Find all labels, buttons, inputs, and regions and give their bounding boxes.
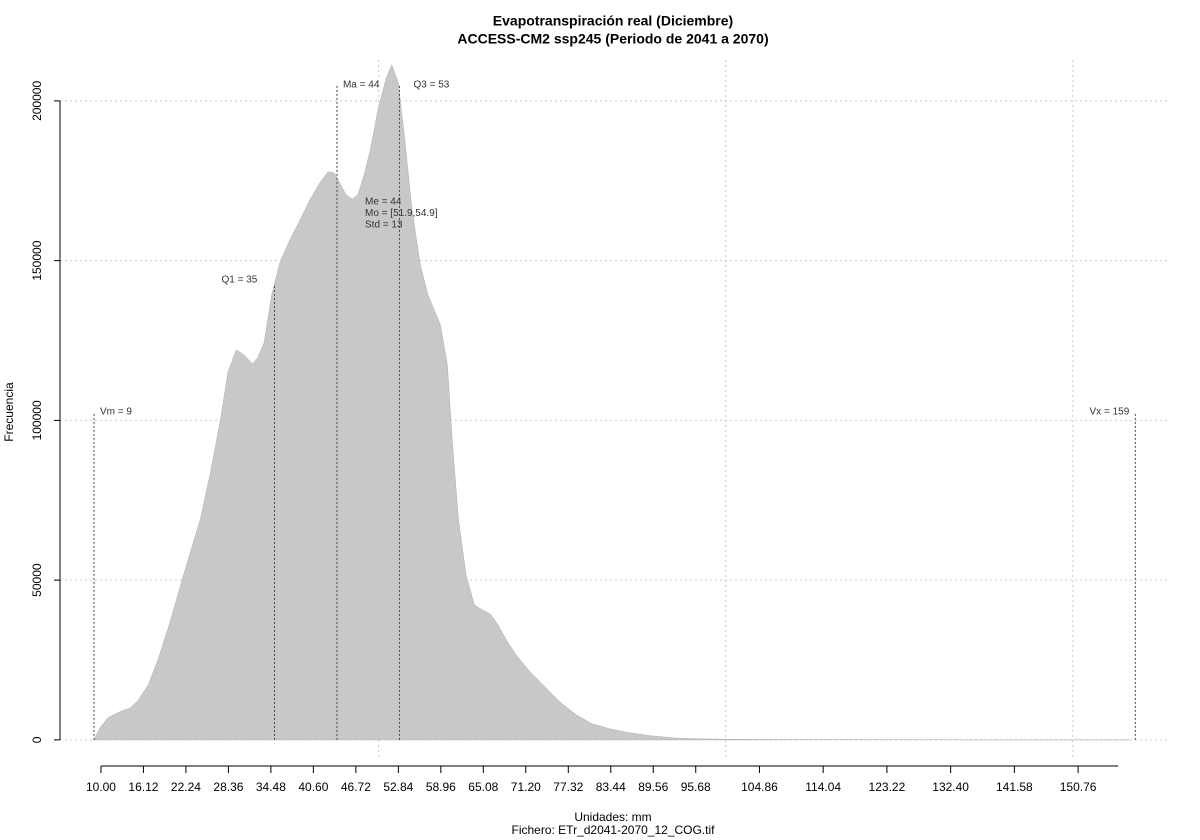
x-tick-label: 34.48 [256,780,286,794]
x-tick-label: 89.56 [638,780,668,794]
x-tick-label: 141.58 [996,780,1033,794]
x-tick-label: 65.08 [468,780,498,794]
y-tick-label: 0 [30,736,44,743]
x-tick-label: 52.84 [383,780,413,794]
y-axis-label: Frecuencia [2,382,16,442]
annotation-label: Vm = 9 [100,407,132,418]
annotation-label: Q3 = 53 [413,80,449,91]
x-axis-label: Unidades: mm [574,810,651,824]
stat-label: Me = 44 [365,197,402,208]
x-tick-label: 77.32 [553,780,583,794]
y-tick-label: 50000 [30,563,44,597]
stat-label: Std = 13 [365,220,403,231]
x-tick-label: 40.60 [298,780,328,794]
stat-label: Mo = [51.9,54.9] [365,208,438,219]
x-tick-label: 16.12 [128,780,158,794]
y-tick-label: 150000 [30,240,44,280]
chart-subtitle: ACCESS-CM2 ssp245 (Periodo de 2041 a 207… [457,31,768,47]
x-tick-label: 58.96 [426,780,456,794]
x-tick-label: 104.86 [741,780,778,794]
x-tick-label: 132.40 [932,780,969,794]
x-tick-label: 123.22 [869,780,906,794]
x-tick-label: 28.36 [213,780,243,794]
x-tick-label: 46.72 [341,780,371,794]
x-tick-label: 83.44 [596,780,626,794]
x-tick-label: 150.76 [1060,780,1097,794]
x-tick-label: 22.24 [171,780,201,794]
caption: Fichero: ETr_d2041-2070_12_COG.tif [512,823,716,837]
density-area [93,64,1131,741]
x-tick-label: 10.00 [86,780,116,794]
annotation-label: Vx = 159 [1090,407,1130,418]
x-tick-label: 114.04 [805,780,841,794]
y-tick-label: 200000 [30,81,44,121]
x-tick-label: 71.20 [511,780,541,794]
annotation-label: Ma = 44 [343,80,380,91]
y-tick-label: 100000 [30,400,44,440]
x-tick-label: 95.68 [681,780,711,794]
annotation-label: Q1 = 35 [222,275,258,286]
chart-title: Evapotranspiración real (Diciembre) [493,13,733,29]
